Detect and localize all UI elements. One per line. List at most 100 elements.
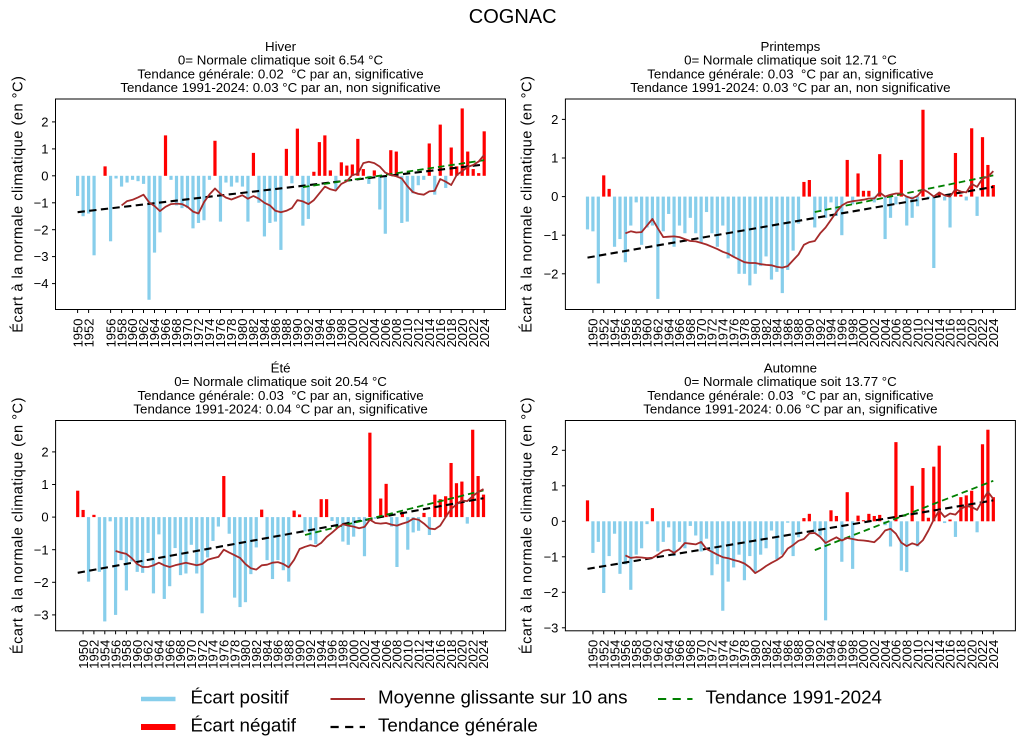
svg-text:1966: 1966 [158,319,173,348]
svg-text:2020: 2020 [455,319,470,348]
svg-text:1968: 1968 [683,319,698,348]
svg-text:1960: 1960 [640,640,655,669]
svg-text:−1: −1 [544,549,559,564]
svg-text:2018: 2018 [954,319,969,348]
svg-text:1996: 1996 [835,640,850,669]
svg-text:Écart positif: Écart positif [191,687,290,708]
svg-text:2000: 2000 [856,319,871,348]
svg-text:2000: 2000 [856,640,871,669]
svg-text:1988: 1988 [791,640,806,669]
svg-text:1952: 1952 [596,319,611,348]
svg-text:1964: 1964 [147,319,162,348]
svg-text:1962: 1962 [651,319,666,348]
svg-text:1964: 1964 [661,319,676,348]
svg-text:1960: 1960 [125,319,140,348]
svg-text:1952: 1952 [596,640,611,669]
svg-text:1960: 1960 [130,640,145,669]
svg-text:1996: 1996 [325,640,340,669]
svg-text:1992: 1992 [813,319,828,348]
svg-text:1978: 1978 [227,640,242,669]
svg-text:2024: 2024 [476,640,491,669]
svg-text:2022: 2022 [466,319,481,348]
svg-text:2002: 2002 [357,640,372,669]
svg-text:Été: Été [271,361,291,376]
svg-text:2022: 2022 [465,640,480,669]
svg-text:1956: 1956 [618,319,633,348]
svg-text:−2: −2 [34,575,49,590]
svg-text:2012: 2012 [411,319,426,348]
svg-text:2024: 2024 [986,319,1001,348]
svg-text:Tendance générale: 0.03 °C pa: Tendance générale: 0.03 °C par an, signi… [647,66,933,81]
svg-text:−1: −1 [544,228,559,243]
svg-text:1976: 1976 [217,640,232,669]
svg-text:Tendance 1991-2024: 0.06 °C pa: Tendance 1991-2024: 0.06 °C par an, sign… [643,402,937,417]
svg-text:1958: 1958 [119,640,134,669]
svg-text:2006: 2006 [379,640,394,669]
svg-text:1972: 1972 [195,640,210,669]
svg-text:2: 2 [551,112,558,127]
svg-text:1954: 1954 [607,640,622,669]
svg-text:1988: 1988 [281,640,296,669]
svg-text:1996: 1996 [323,319,338,348]
svg-text:2004: 2004 [878,319,893,348]
svg-text:0: 0 [41,168,48,183]
svg-text:2016: 2016 [943,319,958,348]
svg-text:1990: 1990 [802,640,817,669]
svg-text:1970: 1970 [694,319,709,348]
svg-text:Tendance générale: 0.02 °C pa: Tendance générale: 0.02 °C par an, signi… [137,66,423,81]
svg-text:1996: 1996 [835,319,850,348]
svg-text:1982: 1982 [759,640,774,669]
svg-text:1966: 1966 [672,319,687,348]
svg-text:1986: 1986 [780,319,795,348]
svg-text:1: 1 [551,151,558,166]
svg-text:2022: 2022 [975,640,990,669]
svg-text:1970: 1970 [184,640,199,669]
svg-text:1986: 1986 [780,640,795,669]
svg-text:1992: 1992 [303,640,318,669]
svg-text:Écart négatif: Écart négatif [191,715,297,736]
svg-text:1952: 1952 [87,640,102,669]
svg-text:−1: −1 [34,195,49,210]
svg-text:Tendance générale: 0.03 °C pa: Tendance générale: 0.03 °C par an, signi… [137,388,423,403]
svg-text:2020: 2020 [964,640,979,669]
svg-text:1: 1 [41,142,48,157]
svg-text:1990: 1990 [292,640,307,669]
svg-text:1960: 1960 [640,319,655,348]
svg-text:−3: −3 [544,620,559,635]
svg-text:1988: 1988 [791,319,806,348]
svg-text:2004: 2004 [368,640,383,669]
svg-text:2018: 2018 [444,319,459,348]
svg-text:1998: 1998 [334,319,349,348]
svg-text:1982: 1982 [759,319,774,348]
svg-text:2014: 2014 [422,319,437,348]
svg-text:1972: 1972 [705,640,720,669]
svg-text:2016: 2016 [943,640,958,669]
svg-text:1954: 1954 [98,640,113,669]
svg-text:1980: 1980 [235,319,250,348]
svg-text:1984: 1984 [260,640,275,669]
svg-text:2002: 2002 [867,640,882,669]
svg-text:Tendance 1991-2024: 0.03 °C pa: Tendance 1991-2024: 0.03 °C par an, non … [120,80,440,95]
svg-text:2016: 2016 [433,640,448,669]
svg-text:1986: 1986 [268,319,283,348]
svg-text:2010: 2010 [910,319,925,348]
svg-text:1980: 1980 [748,640,763,669]
svg-text:Écart à la normale climatique: Écart à la normale climatique (en °C) [10,76,27,333]
svg-text:2006: 2006 [889,640,904,669]
svg-text:1958: 1958 [114,319,129,348]
svg-text:2: 2 [551,443,558,458]
svg-text:1: 1 [41,477,48,492]
svg-text:2012: 2012 [921,640,936,669]
svg-text:1976: 1976 [726,640,741,669]
svg-text:Tendance 1991-2024: Tendance 1991-2024 [706,687,883,708]
svg-text:1966: 1966 [672,640,687,669]
svg-text:1970: 1970 [694,640,709,669]
svg-text:2024: 2024 [986,640,1001,669]
svg-text:1954: 1954 [607,319,622,348]
svg-text:2008: 2008 [899,319,914,348]
svg-text:2002: 2002 [356,319,371,348]
svg-text:1956: 1956 [618,640,633,669]
svg-text:−3: −3 [34,249,49,264]
svg-text:COGNAC: COGNAC [469,6,557,28]
svg-text:2012: 2012 [921,319,936,348]
